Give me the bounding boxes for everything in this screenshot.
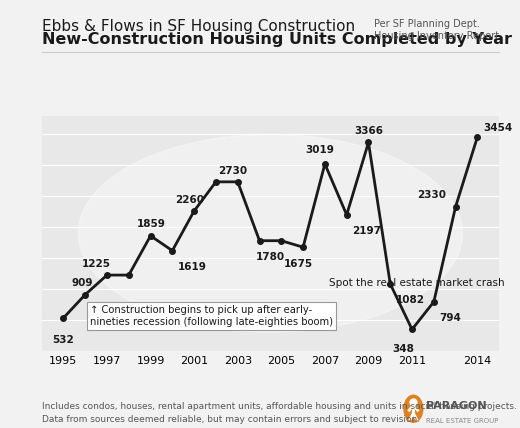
Text: 1859: 1859 <box>137 220 165 229</box>
Text: 3019: 3019 <box>305 145 334 155</box>
Text: 1225: 1225 <box>82 259 111 269</box>
Circle shape <box>404 395 423 422</box>
Text: 532: 532 <box>53 335 74 345</box>
Text: PARAGON: PARAGON <box>426 401 487 411</box>
Text: REAL ESTATE GROUP: REAL ESTATE GROUP <box>426 418 499 424</box>
Text: 2260: 2260 <box>175 195 204 205</box>
Text: New-Construction Housing Units Completed by Year: New-Construction Housing Units Completed… <box>42 32 512 47</box>
Text: ↑ Construction begins to pick up after early-
nineties recession (following late: ↑ Construction begins to pick up after e… <box>89 305 332 327</box>
Text: Ebbs & Flows in SF Housing Construction: Ebbs & Flows in SF Housing Construction <box>42 19 355 34</box>
Circle shape <box>78 134 463 332</box>
Text: 2197: 2197 <box>352 226 381 236</box>
Text: Includes condos, houses, rental apartment units, affordable housing and units in: Includes condos, houses, rental apartmen… <box>42 402 516 411</box>
Text: 1780: 1780 <box>256 252 285 262</box>
Text: Per SF Planning Dept.
Housing Inventory Report: Per SF Planning Dept. Housing Inventory … <box>374 19 500 41</box>
Text: 794: 794 <box>439 313 461 323</box>
Text: 1619: 1619 <box>178 262 207 272</box>
Text: 909: 909 <box>71 278 93 288</box>
Text: 348: 348 <box>393 344 414 354</box>
Text: 1675: 1675 <box>283 259 313 269</box>
Text: Spot the real estate market crash: Spot the real estate market crash <box>329 278 505 288</box>
Text: 3366: 3366 <box>355 126 384 136</box>
Text: 2730: 2730 <box>218 166 248 175</box>
Text: 2330: 2330 <box>417 190 446 200</box>
Text: 1082: 1082 <box>396 295 425 305</box>
Text: Data from sources deemed reliable, but may contain errors and subject to revisio: Data from sources deemed reliable, but m… <box>42 415 420 424</box>
Text: 3454: 3454 <box>483 123 512 134</box>
